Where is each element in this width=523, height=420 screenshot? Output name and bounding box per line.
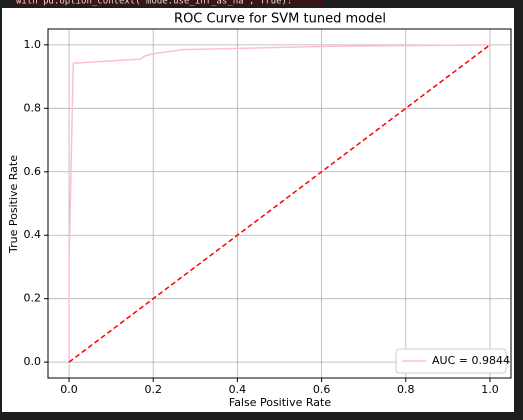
y-tick-label: 0.4: [24, 228, 42, 241]
legend-label: AUC = 0.9844: [432, 354, 510, 367]
x-tick-label: 0.6: [313, 383, 331, 396]
y-tick-label: 0.0: [24, 355, 42, 368]
x-tick-label: 1.0: [481, 383, 499, 396]
x-tick-label: 0.4: [229, 383, 247, 396]
y-tick-label: 0.8: [24, 101, 42, 114]
y-tick-label: 1.0: [24, 38, 42, 51]
code-strip: [14, 0, 324, 6]
legend-box: [395, 348, 507, 374]
y-tick-label: 0.6: [24, 165, 42, 178]
plot-frame: [47, 28, 512, 379]
x-tick-label: 0.8: [397, 383, 415, 396]
chart-title: ROC Curve for SVM tuned model: [174, 12, 386, 27]
x-axis-label: False Positive Rate: [229, 396, 331, 409]
code-line: with pd.option_context('mode.use_inf_as_…: [16, 0, 292, 7]
figure: [2, 8, 514, 412]
x-tick-label: 0.0: [60, 383, 78, 396]
y-axis-label: True Positive Rate: [7, 155, 20, 254]
y-tick-label: 0.2: [24, 292, 42, 305]
x-tick-label: 0.2: [144, 383, 162, 396]
line: [68, 44, 490, 363]
